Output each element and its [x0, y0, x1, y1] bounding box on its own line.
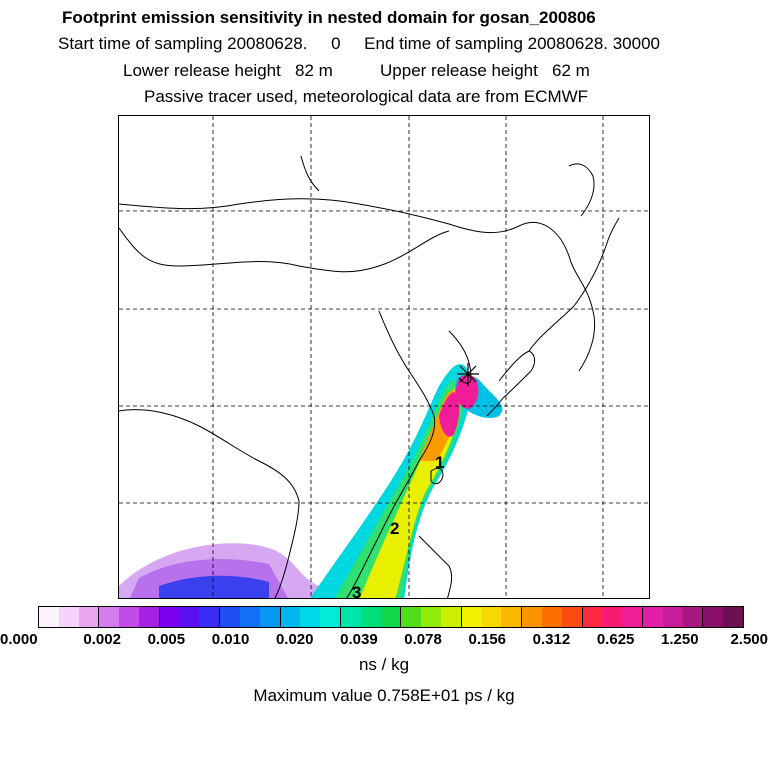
colorbar-segment — [401, 607, 422, 627]
colorbar-segment — [440, 607, 462, 627]
colorbar-tick-label: 0.020 — [275, 631, 314, 648]
colorbar-segment — [138, 607, 160, 627]
plume-band-magenta — [439, 392, 460, 437]
colorbar-tick-label: 0.039 — [340, 631, 378, 648]
colorbar-tick-label: 1.250 — [661, 631, 699, 648]
release-height-info: Lower release height 82 m Upper release … — [123, 61, 590, 80]
colorbar-segment — [541, 607, 562, 627]
plume-band-source-magenta — [455, 375, 479, 409]
colorbar-segment — [723, 607, 743, 627]
philippines — [418, 535, 453, 598]
colorbar-segment — [662, 607, 683, 627]
northern-border — [119, 198, 596, 372]
colorbar-tick-label: 0.000 — [0, 631, 38, 648]
colorbar-segment — [561, 607, 583, 627]
colorbar-tick-label: 0.005 — [147, 631, 186, 648]
mongolia-border — [119, 227, 450, 273]
colorbar-unit: ns / kg — [358, 655, 410, 674]
colorbar-tick-label: 2.500 — [730, 631, 768, 648]
coastlines — [119, 155, 620, 598]
colorbar-segment — [159, 607, 180, 627]
release-point-star — [457, 363, 479, 386]
sampling-time-info: Start time of sampling 20080628. 0 End t… — [58, 34, 660, 53]
colorbar-segment — [220, 607, 240, 627]
lat-lon-grid — [119, 116, 649, 598]
map-canvas: 1 2 3 — [119, 116, 649, 599]
colorbar-tick-label: 0.002 — [83, 631, 121, 648]
japan-kyushu — [486, 350, 536, 417]
colorbar-segment — [421, 607, 441, 627]
colorbar-segment — [340, 607, 361, 627]
plot-title: Footprint emission sensitivity in nested… — [62, 8, 596, 27]
colorbar-segment — [360, 607, 381, 627]
colorbar-segment — [682, 607, 704, 627]
colorbar-tick-label: 0.078 — [404, 631, 442, 648]
colorbar-segment — [199, 607, 221, 627]
colorbar-segment — [582, 607, 603, 627]
colorbar-segment — [280, 607, 301, 627]
colorbar-segment — [300, 607, 321, 627]
colorbar-tick-label: 0.312 — [532, 631, 571, 648]
colorbar-tick-label: 0.156 — [468, 631, 507, 648]
japan-honshu — [528, 217, 620, 352]
footprint-map: 1 2 3 — [118, 115, 650, 599]
colorbar-segment — [119, 607, 139, 627]
colorbar-segment — [501, 607, 523, 627]
maximum-value-text: Maximum value 0.758E+01 ps / kg — [253, 686, 515, 705]
sakhalin — [568, 163, 595, 217]
colorbar-tick-label: 0.010 — [211, 631, 250, 648]
colorbar-segment — [239, 607, 260, 627]
baikal-lake — [300, 155, 320, 192]
colorbar-segment — [642, 607, 663, 627]
cluster-label-2: 2 — [390, 519, 399, 538]
colorbar-segment — [99, 607, 120, 627]
cluster-label-1: 1 — [435, 453, 444, 472]
colorbar-segment — [39, 607, 59, 627]
korea-peninsula — [448, 330, 472, 384]
colorbar-segment — [259, 607, 281, 627]
colorbar-segment — [461, 607, 482, 627]
colorbar-segment — [78, 607, 100, 627]
colorbar — [38, 606, 744, 628]
colorbar-segment — [320, 607, 341, 627]
plume-band-blue — [159, 575, 269, 598]
colorbar-segment — [703, 607, 724, 627]
colorbar-segment — [179, 607, 200, 627]
colorbar-segment — [622, 607, 643, 627]
cluster-label-3: 3 — [352, 583, 361, 599]
indochina-coast — [119, 409, 300, 598]
colorbar-segment — [522, 607, 542, 627]
taiwan — [430, 467, 444, 485]
colorbar-segment — [481, 607, 502, 627]
colorbar-segment — [380, 607, 402, 627]
footprint-plume — [119, 364, 503, 598]
colorbar-segment — [602, 607, 623, 627]
colorbar-segment — [58, 607, 79, 627]
tracer-info: Passive tracer used, meteorological data… — [144, 87, 589, 106]
colorbar-tick-label: 0.625 — [596, 631, 635, 648]
